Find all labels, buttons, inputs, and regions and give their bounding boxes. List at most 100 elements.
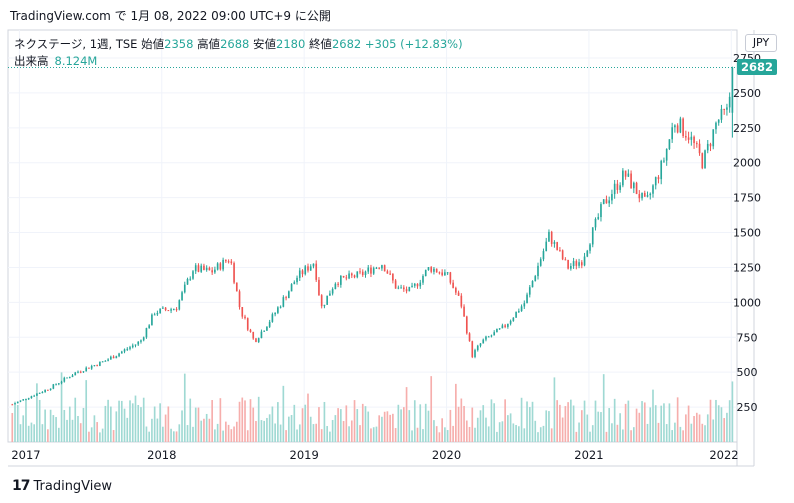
candle-body: [334, 283, 337, 290]
candle-body: [68, 377, 71, 379]
candle-body: [19, 400, 22, 402]
candle-body: [167, 310, 170, 312]
candle-body: [523, 303, 526, 307]
candle-body: [589, 244, 591, 251]
candle-body: [361, 271, 364, 276]
candle-body: [638, 194, 641, 199]
candle-body: [515, 311, 517, 318]
volume-bar: [553, 377, 556, 442]
candle-body: [197, 265, 200, 272]
volume-bar: [68, 406, 71, 442]
brand-footer[interactable]: 17 TradingView: [12, 478, 112, 494]
volume-bar: [216, 423, 219, 442]
candle-body: [471, 341, 474, 357]
candle-body: [238, 291, 241, 308]
volume-bar: [657, 422, 660, 442]
candle-body: [52, 384, 55, 389]
candle-body: [622, 170, 624, 186]
candle-body: [33, 395, 36, 397]
candle-body: [60, 381, 63, 384]
x-tick-label: 2018: [147, 448, 176, 462]
volume-bar: [474, 427, 476, 442]
volume-bar: [285, 430, 287, 442]
candle-body: [230, 261, 233, 264]
volume-legend: 出来高 8.124M: [14, 53, 97, 69]
candle-body: [309, 266, 312, 271]
candle-body: [720, 108, 723, 120]
volume-bar: [118, 400, 120, 442]
volume-bar: [619, 413, 621, 442]
candle-body: [553, 242, 556, 244]
publish-header: TradingView.com で 1月 08, 2022 09:00 UTC+…: [10, 9, 331, 23]
x-tick-label: 2020: [432, 448, 461, 462]
candle-body: [285, 297, 287, 299]
volume-bar: [277, 402, 279, 442]
candle-body: [482, 339, 485, 344]
candle-body: [244, 316, 246, 319]
volume-bar: [594, 400, 597, 442]
candle-body: [556, 242, 558, 251]
currency-button[interactable]: JPY: [745, 34, 777, 52]
volume-bar: [131, 403, 134, 442]
volume-bar: [570, 399, 572, 442]
candle-body: [11, 404, 14, 406]
candle-body: [79, 371, 82, 373]
candle-body: [323, 304, 326, 307]
candle-body: [257, 338, 260, 342]
candle-body: [455, 287, 457, 293]
volume-bar: [512, 423, 515, 442]
volume-bar: [586, 414, 589, 442]
candle-body: [605, 199, 608, 204]
volume-bar: [175, 431, 178, 442]
volume-bar: [542, 425, 545, 442]
candle-body: [660, 160, 663, 180]
candle-body: [635, 182, 638, 195]
volume-bar: [82, 407, 85, 442]
candle-body: [690, 136, 693, 140]
volume-bar: [57, 427, 60, 442]
volume-bar: [16, 405, 19, 442]
candle-body: [704, 150, 706, 169]
candle-body: [123, 349, 126, 352]
candle-body: [159, 308, 161, 313]
candle-body: [460, 295, 463, 307]
candle-body: [531, 280, 534, 288]
candle-body: [485, 336, 487, 340]
candle-body: [350, 273, 353, 276]
volume-bar: [145, 426, 148, 442]
volume-bar: [60, 372, 63, 442]
candle-body: [153, 314, 156, 316]
ohlc-legend: ネクステージ, 1週, TSE 始値2358 高値2688 安値2180 終値2…: [14, 36, 463, 52]
volume-bar: [120, 400, 123, 442]
low-label: 安値: [253, 37, 276, 51]
candle-body: [342, 275, 345, 278]
volume-bar: [298, 424, 301, 442]
candle-body: [293, 282, 296, 285]
volume-bar: [337, 408, 339, 442]
candle-body: [110, 356, 112, 360]
volume-bar: [301, 408, 304, 442]
volume-bar: [564, 406, 567, 442]
candle-body: [57, 383, 60, 385]
volume-bar: [318, 407, 320, 442]
volume-bar: [25, 398, 27, 442]
high-label: 高値: [197, 37, 221, 51]
volume-bar: [682, 430, 684, 442]
volume-bar: [345, 405, 348, 442]
symbol-label[interactable]: ネクステージ, 1週, TSE: [14, 37, 138, 51]
candle-body: [340, 275, 342, 285]
candle-body: [641, 192, 643, 199]
candle-body: [624, 170, 627, 177]
volume-bar: [430, 376, 433, 442]
candle-body: [162, 307, 164, 309]
volume-bar: [241, 397, 244, 442]
volume-bar: [679, 426, 682, 442]
candle-body: [559, 250, 561, 252]
volume-bar: [523, 428, 526, 442]
candle-body: [652, 185, 654, 194]
candle-body: [93, 365, 96, 367]
volume-bar: [435, 426, 438, 442]
volume-bar: [482, 405, 485, 442]
volume-bar: [572, 405, 575, 442]
